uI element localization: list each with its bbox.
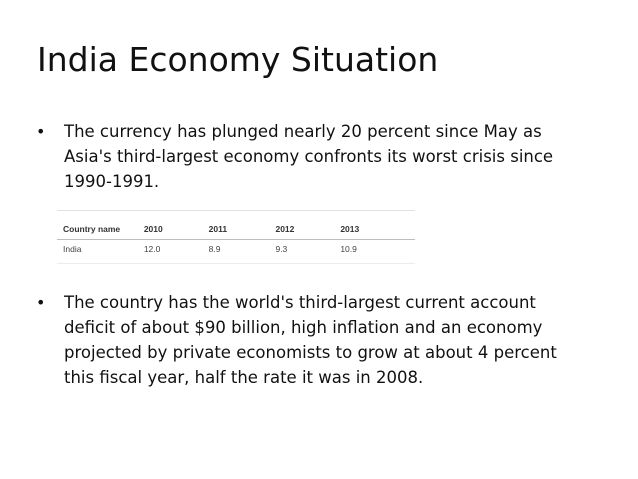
- bullet-text: The currency has plunged nearly 20 perce…: [64, 122, 554, 191]
- column-header-year: 2011: [208, 210, 276, 240]
- bullet-deficit: • The country has the world's third-larg…: [36, 290, 596, 390]
- table-cell-value: 10.9: [340, 239, 415, 264]
- bullet-dot-icon: •: [36, 293, 46, 312]
- data-table: Country name 2010 2011 2012 2013 India 1…: [57, 210, 415, 264]
- table-cell-country: India: [57, 239, 144, 264]
- table-cell-value: 9.3: [275, 239, 341, 264]
- column-header-year: 2012: [275, 210, 341, 240]
- table-cell-value: 12.0: [143, 239, 209, 264]
- column-header-country: Country name: [57, 210, 144, 240]
- table-header-row: Country name 2010 2011 2012 2013: [57, 210, 415, 240]
- table-cell-value: 8.9: [208, 239, 276, 264]
- slide-title: India Economy Situation: [37, 40, 439, 79]
- bullet-text: The country has the world's third-larges…: [64, 293, 557, 387]
- column-header-year: 2013: [340, 210, 415, 240]
- column-header-year: 2010: [143, 210, 209, 240]
- bullet-currency: • The currency has plunged nearly 20 per…: [36, 119, 596, 194]
- bullet-dot-icon: •: [36, 122, 46, 141]
- table-row: India 12.0 8.9 9.3 10.9: [57, 239, 415, 264]
